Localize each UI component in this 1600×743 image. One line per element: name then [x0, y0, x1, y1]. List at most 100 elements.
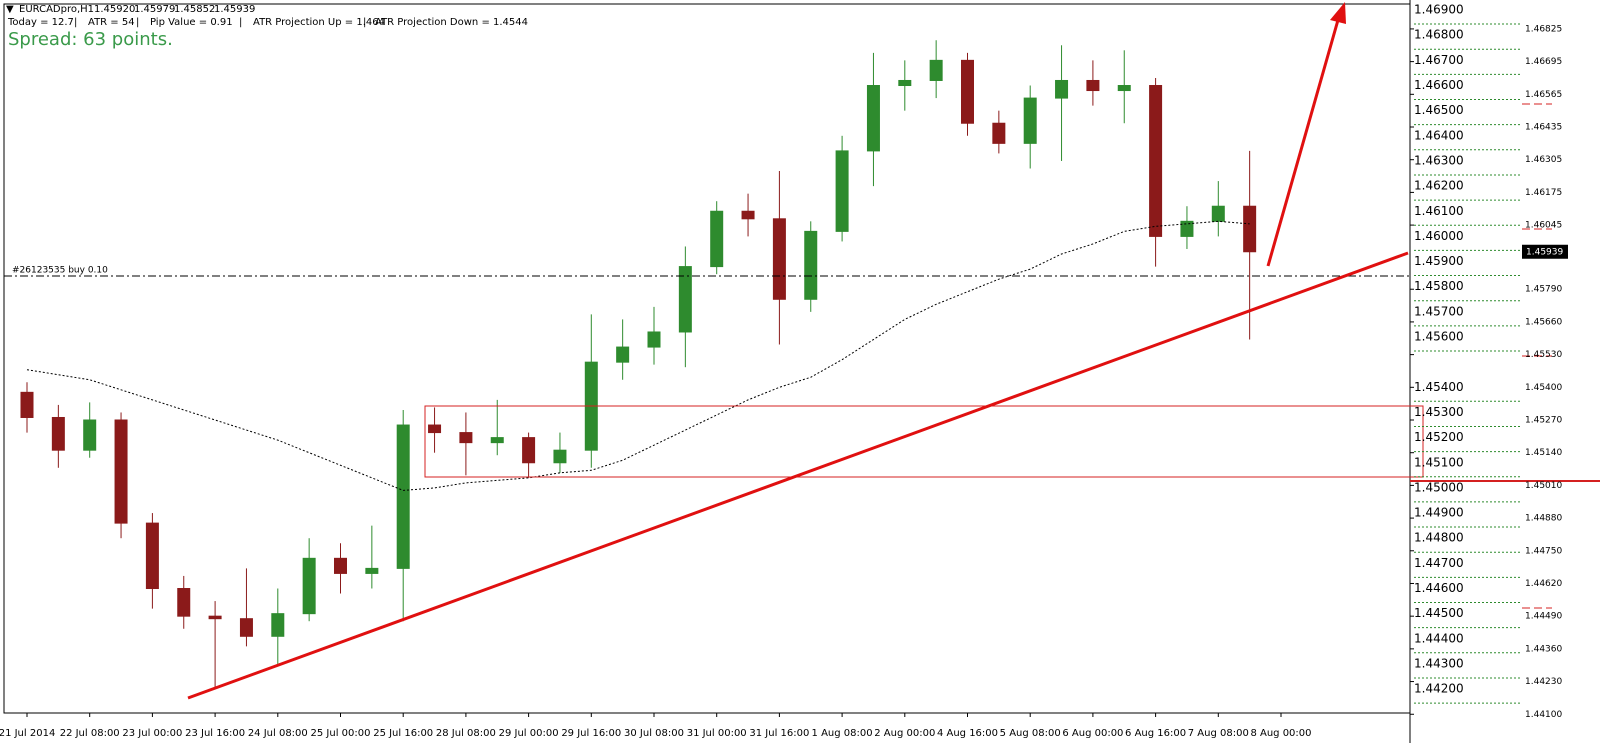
candle-body: [835, 150, 849, 232]
range-box: [424, 405, 1424, 478]
x-tick-label: 31 Jul 00:00: [687, 728, 747, 739]
y-tick-label: 1.45010: [1525, 481, 1562, 491]
candle-body: [898, 79, 912, 87]
arrow-shaft: [1266, 19, 1340, 267]
y-tick-label: 1.44490: [1525, 612, 1562, 622]
x-tick-label: 25 Jul 16:00: [373, 728, 433, 739]
x-tick-label: 2 Aug 00:00: [874, 728, 935, 739]
candle-body: [1086, 79, 1100, 92]
current-price-label: 1.45939: [1526, 247, 1563, 257]
level-label: 1.46100: [1414, 204, 1464, 218]
menu-arrow: ▼: [6, 4, 14, 15]
level-label: 1.45900: [1414, 254, 1464, 268]
y-tick-label: 1.45790: [1525, 285, 1562, 295]
symbol: EURCADpro,H1: [19, 4, 94, 15]
level-label: 1.45700: [1414, 304, 1464, 318]
candle-body: [961, 59, 974, 124]
level-label: 1.44900: [1414, 506, 1464, 520]
y-tick-label: 1.45270: [1525, 416, 1562, 426]
y-tick-label: 1.44360: [1525, 644, 1562, 654]
level-label: 1.45000: [1414, 480, 1464, 494]
candle-body: [177, 588, 191, 617]
plot-frame: [3, 3, 1411, 714]
candle-body: [553, 449, 567, 464]
y-tick-label: 1.46565: [1525, 90, 1562, 100]
candle-body: [772, 218, 786, 300]
candle-body: [678, 266, 692, 333]
level-label: 1.46200: [1414, 179, 1464, 193]
sep: |: [363, 17, 366, 28]
level-label: 1.46600: [1414, 78, 1464, 92]
candle-body: [647, 331, 661, 348]
level-label: 1.44800: [1414, 531, 1464, 545]
candle-body: [1023, 97, 1037, 144]
y-tick-label: 1.46695: [1525, 57, 1562, 67]
candle-body: [302, 557, 316, 615]
x-tick-label: 29 Jul 16:00: [561, 728, 621, 739]
x-tick-label: 22 Jul 08:00: [60, 728, 120, 739]
candle-body: [1180, 220, 1194, 237]
candle-body: [866, 85, 880, 152]
y-tick-label: 1.46825: [1525, 24, 1562, 34]
x-tick-label: 23 Jul 16:00: [185, 728, 245, 739]
sep: |: [239, 17, 242, 28]
candle-body: [396, 424, 410, 569]
y-tick-label: 1.45140: [1525, 448, 1562, 458]
x-tick-label: 23 Jul 00:00: [122, 728, 182, 739]
level-label: 1.46400: [1414, 128, 1464, 142]
info: ATR Projection Down = 1.4544: [375, 17, 528, 28]
candle-body: [804, 230, 818, 300]
level-label: 1.44200: [1414, 682, 1464, 696]
x-tick-label: 5 Aug 08:00: [1000, 728, 1061, 739]
y-tick-label: 1.46435: [1525, 123, 1562, 133]
candle-body: [114, 419, 128, 524]
candle-body: [1149, 85, 1163, 237]
candle-body: [334, 557, 347, 574]
y-tick-label: 1.44880: [1525, 514, 1562, 524]
candle-body: [710, 210, 724, 268]
x-tick-label: 24 Jul 08:00: [248, 728, 308, 739]
order-label: #26123535 buy 0.10: [12, 266, 108, 276]
candle-body: [365, 567, 379, 574]
level-label: 1.46300: [1414, 153, 1464, 167]
candle-body: [929, 59, 943, 81]
candle-body: [239, 618, 253, 637]
spread: Spread: 63 points.: [8, 29, 173, 50]
x-tick-label: 6 Aug 00:00: [1062, 728, 1123, 739]
y-tick-label: 1.45400: [1525, 383, 1562, 393]
x-tick-label: 21 Jul 2014: [0, 728, 55, 739]
candle-body: [1117, 85, 1131, 92]
level-label: 1.46800: [1414, 28, 1464, 42]
y-tick-label: 1.46175: [1525, 188, 1562, 198]
x-tick-label: 30 Jul 08:00: [624, 728, 684, 739]
x-tick-label: 28 Jul 08:00: [436, 728, 496, 739]
level-label: 1.46000: [1414, 229, 1464, 243]
x-tick-label: 6 Aug 16:00: [1125, 728, 1186, 739]
level-label: 1.45600: [1414, 330, 1464, 344]
y-tick-label: 1.44620: [1525, 579, 1562, 589]
level-label: 1.44500: [1414, 606, 1464, 620]
price: 1.45979: [134, 4, 175, 15]
sep: |: [74, 17, 77, 28]
trend-line: [187, 251, 1409, 700]
y-tick-label: 1.46045: [1525, 221, 1562, 231]
current-price-box: [1522, 244, 1568, 259]
candle-body: [459, 432, 473, 444]
level-label: 1.44600: [1414, 581, 1464, 595]
candle-body: [145, 522, 159, 590]
x-tick-label: 8 Aug 00:00: [1250, 728, 1311, 739]
x-tick-label: 29 Jul 00:00: [499, 728, 559, 739]
x-tick-label: 1 Aug 08:00: [812, 728, 873, 739]
price: 1.45920: [94, 4, 135, 15]
x-tick-label: 4 Aug 16:00: [937, 728, 998, 739]
candle-body: [20, 391, 34, 418]
x-tick-label: 31 Jul 16:00: [749, 728, 809, 739]
price: 1.45939: [214, 4, 255, 15]
y-tick-label: 1.44230: [1525, 677, 1562, 687]
candle-body: [51, 416, 65, 451]
candle-body: [208, 615, 222, 620]
y-tick-label: 1.45530: [1525, 350, 1562, 360]
info: ATR = 54: [88, 17, 135, 28]
